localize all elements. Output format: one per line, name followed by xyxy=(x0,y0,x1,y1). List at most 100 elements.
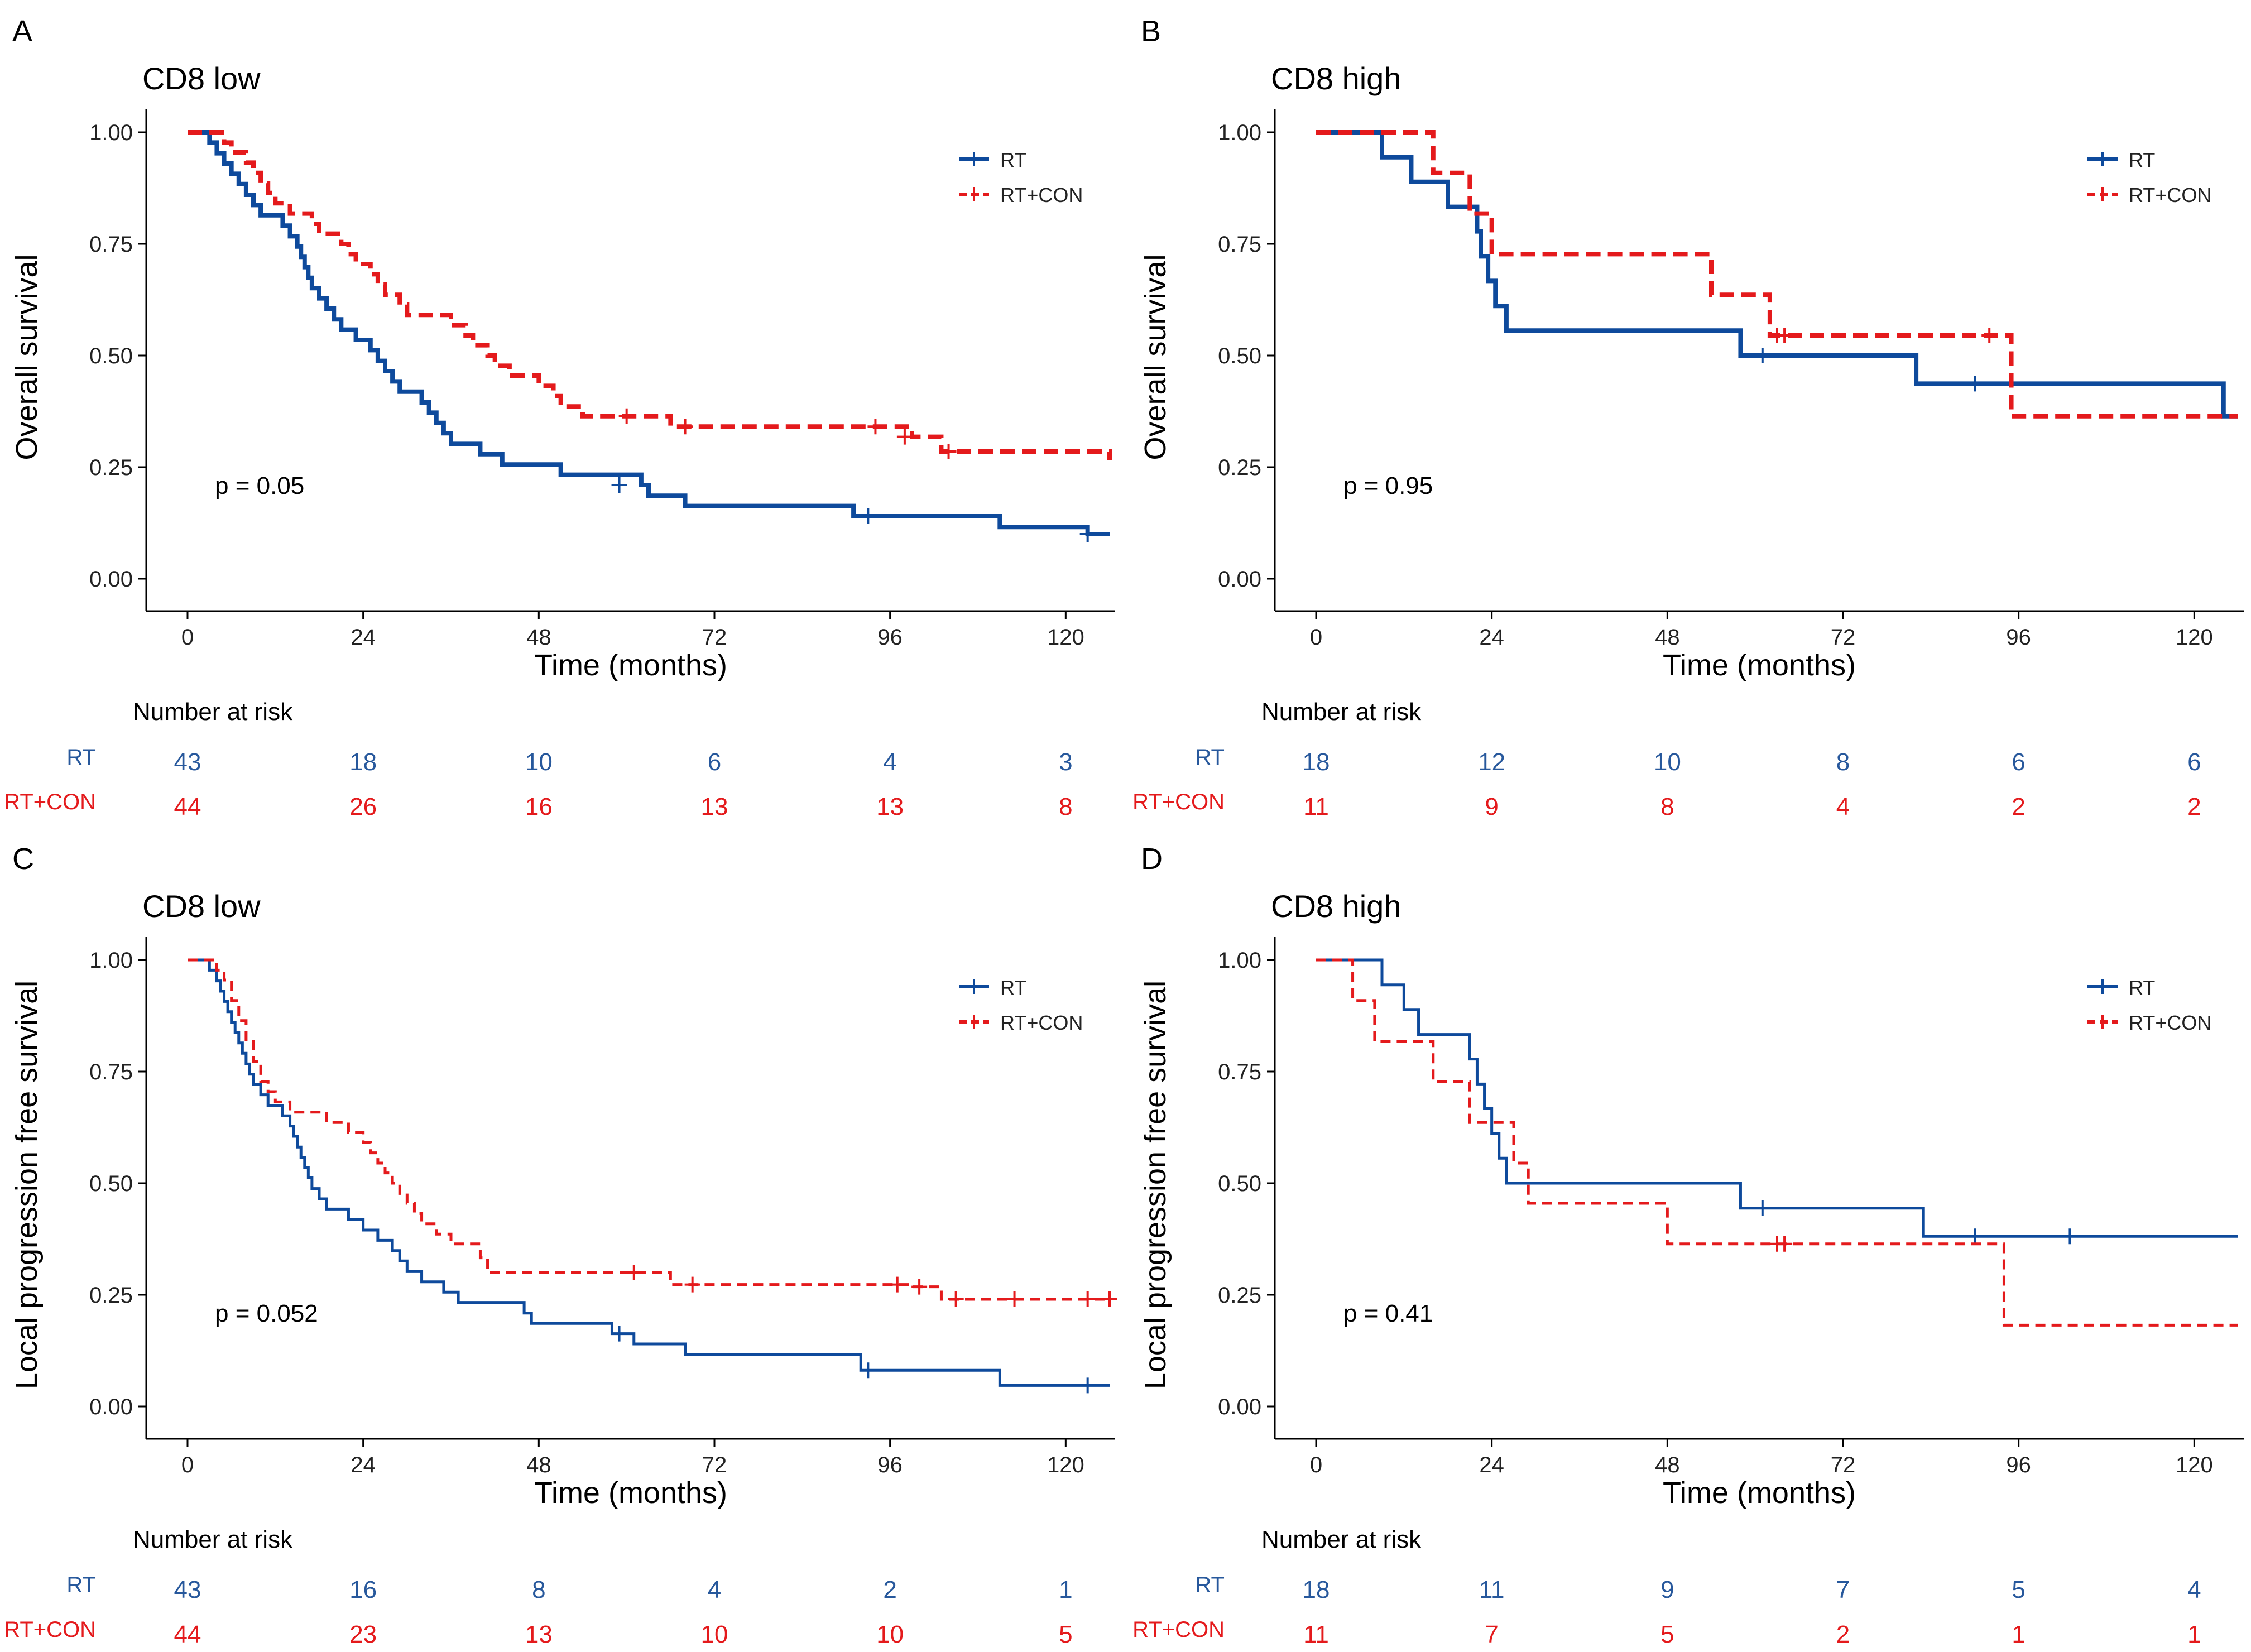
censor-mark xyxy=(684,1276,700,1293)
censor-mark xyxy=(626,1265,642,1280)
censor-mark xyxy=(1006,1291,1023,1307)
risk-count: 5 xyxy=(1660,1621,1674,1648)
x-tick-label: 0 xyxy=(181,1453,194,1477)
risk-count: 12 xyxy=(1478,748,1505,776)
y-tick-label: 0.50 xyxy=(89,1171,133,1196)
x-axis-label: Time (months) xyxy=(1663,649,1856,682)
x-tick-label: 120 xyxy=(2176,1453,2213,1477)
risk-row-label: RT xyxy=(1195,1573,1225,1597)
censor-mark xyxy=(1967,376,1983,392)
censor-mark xyxy=(889,1276,905,1293)
censor-mark xyxy=(860,508,876,524)
risk-count: 16 xyxy=(525,793,553,820)
y-tick-label: 0.25 xyxy=(89,455,133,480)
risk-table-title: Number at risk xyxy=(133,698,293,726)
censor-mark xyxy=(1754,348,1770,363)
censor-mark xyxy=(1981,328,1998,343)
x-tick-label: 96 xyxy=(2006,625,2031,650)
y-tick-label: 0.25 xyxy=(1218,455,1261,480)
risk-count: 11 xyxy=(1303,793,1329,820)
risk-row-label: RT xyxy=(66,745,96,770)
x-tick-label: 24 xyxy=(1479,1453,1504,1477)
y-tick-label: 0.75 xyxy=(89,1060,133,1084)
risk-count: 11 xyxy=(1479,1576,1505,1603)
y-tick-label: 1.00 xyxy=(89,121,133,145)
y-tick-label: 1.00 xyxy=(1218,948,1261,973)
risk-count: 4 xyxy=(883,748,896,776)
censor-mark xyxy=(1079,1377,1096,1394)
censor-mark xyxy=(1754,1200,1770,1216)
x-tick-label: 24 xyxy=(351,625,376,650)
censor-mark xyxy=(896,429,913,445)
risk-count: 9 xyxy=(1485,793,1498,820)
curve-rt xyxy=(188,958,1110,1387)
legend-label: RT xyxy=(2129,148,2155,171)
censor-mark xyxy=(948,1291,964,1307)
y-tick-label: 0.75 xyxy=(1218,1060,1261,1084)
panel-title: CD8 low xyxy=(142,61,261,96)
risk-count: 8 xyxy=(532,1576,545,1603)
x-tick-label: 120 xyxy=(1047,625,1084,650)
risk-count: 44 xyxy=(174,793,201,820)
panel-title: CD8 high xyxy=(1271,889,1401,924)
risk-count: 11 xyxy=(1303,1621,1329,1648)
risk-count: 8 xyxy=(1660,793,1674,820)
risk-count: 10 xyxy=(876,1621,904,1648)
risk-count: 3 xyxy=(1059,748,1072,776)
x-tick-label: 72 xyxy=(702,625,727,650)
risk-count: 5 xyxy=(1059,1621,1072,1648)
risk-count: 9 xyxy=(1660,1576,1674,1603)
x-tick-label: 24 xyxy=(351,1453,376,1477)
censor-mark xyxy=(2062,1228,2078,1245)
curve-rt-con xyxy=(1316,130,2238,419)
y-tick-label: 0.50 xyxy=(89,344,133,368)
risk-table-title: Number at risk xyxy=(1261,1526,1422,1553)
risk-count: 10 xyxy=(1654,748,1681,776)
risk-count: 26 xyxy=(349,793,377,820)
legend-label: RT+CON xyxy=(1000,1011,1083,1034)
p-value: p = 0.95 xyxy=(1343,472,1433,500)
x-axis-label: Time (months) xyxy=(534,1476,727,1510)
risk-count: 13 xyxy=(701,793,728,820)
x-tick-label: 96 xyxy=(877,625,903,650)
risk-count: 2 xyxy=(2187,793,2201,820)
censor-mark xyxy=(940,444,957,459)
censor-mark xyxy=(911,1279,928,1295)
risk-count: 18 xyxy=(1303,748,1330,776)
p-value: p = 0.05 xyxy=(215,472,304,500)
censor-mark xyxy=(860,1362,876,1379)
risk-count: 43 xyxy=(174,748,201,776)
risk-count: 10 xyxy=(525,748,553,776)
p-value: p = 0.41 xyxy=(1343,1300,1433,1327)
risk-row-label: RT+CON xyxy=(4,790,96,814)
x-tick-label: 0 xyxy=(181,625,194,650)
y-tick-label: 1.00 xyxy=(89,948,133,973)
curve-rt-con xyxy=(188,958,1110,1301)
y-tick-label: 0.75 xyxy=(89,232,133,257)
censor-mark xyxy=(611,1326,627,1342)
risk-count: 8 xyxy=(1836,748,1850,776)
risk-count: 44 xyxy=(174,1621,201,1648)
y-tick-label: 0.00 xyxy=(1218,567,1261,592)
x-tick-label: 0 xyxy=(1310,1453,1322,1477)
curve-rt xyxy=(1316,130,2238,419)
risk-count: 23 xyxy=(349,1621,377,1648)
censor-mark xyxy=(1967,1228,1983,1245)
risk-row-label: RT+CON xyxy=(1132,790,1225,814)
y-tick-label: 0.00 xyxy=(1218,1395,1261,1419)
x-tick-label: 24 xyxy=(1479,625,1504,650)
x-tick-label: 72 xyxy=(1831,625,1856,650)
risk-count: 2 xyxy=(883,1576,896,1603)
legend-label: RT xyxy=(1000,976,1026,999)
censor-mark xyxy=(1777,328,1793,343)
y-axis-label: Overall survival xyxy=(10,254,44,460)
x-axis-label: Time (months) xyxy=(534,649,727,682)
curve-rt-con xyxy=(1316,958,2238,1327)
censor-mark xyxy=(611,477,627,493)
panel-letter: C xyxy=(12,842,34,876)
legend-label: RT+CON xyxy=(1000,184,1083,206)
